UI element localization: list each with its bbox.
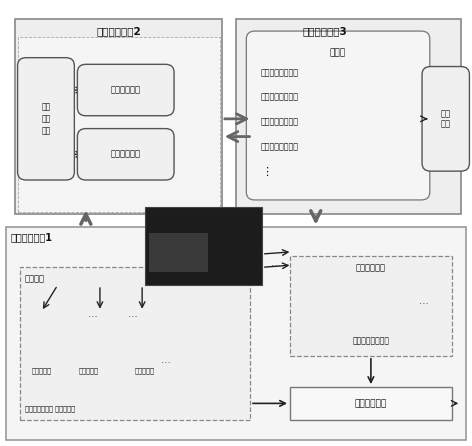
Text: 燃料温度补偿策略: 燃料温度补偿策略 <box>261 117 299 127</box>
FancyBboxPatch shape <box>18 37 219 212</box>
FancyBboxPatch shape <box>246 31 430 200</box>
Text: 数据
处理
模块: 数据 处理 模块 <box>42 103 51 135</box>
Text: 流量传感器: 流量传感器 <box>135 367 154 374</box>
Text: …: … <box>128 309 138 319</box>
Bar <box>144 207 262 285</box>
FancyBboxPatch shape <box>77 128 174 180</box>
FancyBboxPatch shape <box>20 267 250 420</box>
Text: 燃料流量调整策略: 燃料流量调整策略 <box>261 93 299 102</box>
Text: 脉动压力传感器 火焰探测器: 脉动压力传感器 火焰探测器 <box>25 406 75 412</box>
Text: 策略库: 策略库 <box>330 48 346 57</box>
Text: …: … <box>271 258 281 268</box>
FancyBboxPatch shape <box>290 387 452 420</box>
Text: 策略
评判: 策略 评判 <box>441 109 451 128</box>
FancyBboxPatch shape <box>16 19 222 214</box>
FancyBboxPatch shape <box>290 256 452 356</box>
Text: …: … <box>161 355 170 365</box>
Text: 燃烧振荡报警策略: 燃烧振荡报警策略 <box>261 68 299 77</box>
Text: 振动传感器: 振动传感器 <box>31 367 51 374</box>
Text: 控制阀、加热器等: 控制阀、加热器等 <box>353 336 389 345</box>
Text: 策略信息处理: 策略信息处理 <box>355 399 387 408</box>
Bar <box>149 233 208 272</box>
Text: …: … <box>88 309 98 319</box>
Text: …: … <box>419 296 429 306</box>
FancyBboxPatch shape <box>236 19 461 214</box>
Text: 进口压力补偿策略: 进口压力补偿策略 <box>261 142 299 151</box>
FancyBboxPatch shape <box>17 58 75 180</box>
FancyBboxPatch shape <box>77 64 174 116</box>
Text: 特征分析模块: 特征分析模块 <box>111 86 141 95</box>
Text: 策略评判单元3: 策略评判单元3 <box>303 26 347 36</box>
Text: ⋮: ⋮ <box>261 167 272 177</box>
FancyBboxPatch shape <box>6 227 466 440</box>
Text: 监测设备: 监测设备 <box>25 274 45 283</box>
Text: 分析预测单元2: 分析预测单元2 <box>96 26 141 36</box>
FancyBboxPatch shape <box>422 66 470 171</box>
Text: 控制执行机构: 控制执行机构 <box>356 263 386 272</box>
Text: 模型预测模块: 模型预测模块 <box>111 150 141 159</box>
Text: 温度传感器: 温度传感器 <box>78 367 98 374</box>
Text: 在线监控单元1: 在线监控单元1 <box>11 232 53 242</box>
